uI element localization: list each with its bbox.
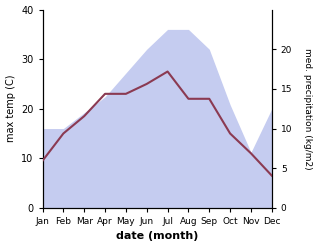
Y-axis label: med. precipitation (kg/m2): med. precipitation (kg/m2) xyxy=(303,48,313,169)
X-axis label: date (month): date (month) xyxy=(116,231,198,242)
Y-axis label: max temp (C): max temp (C) xyxy=(5,75,16,143)
